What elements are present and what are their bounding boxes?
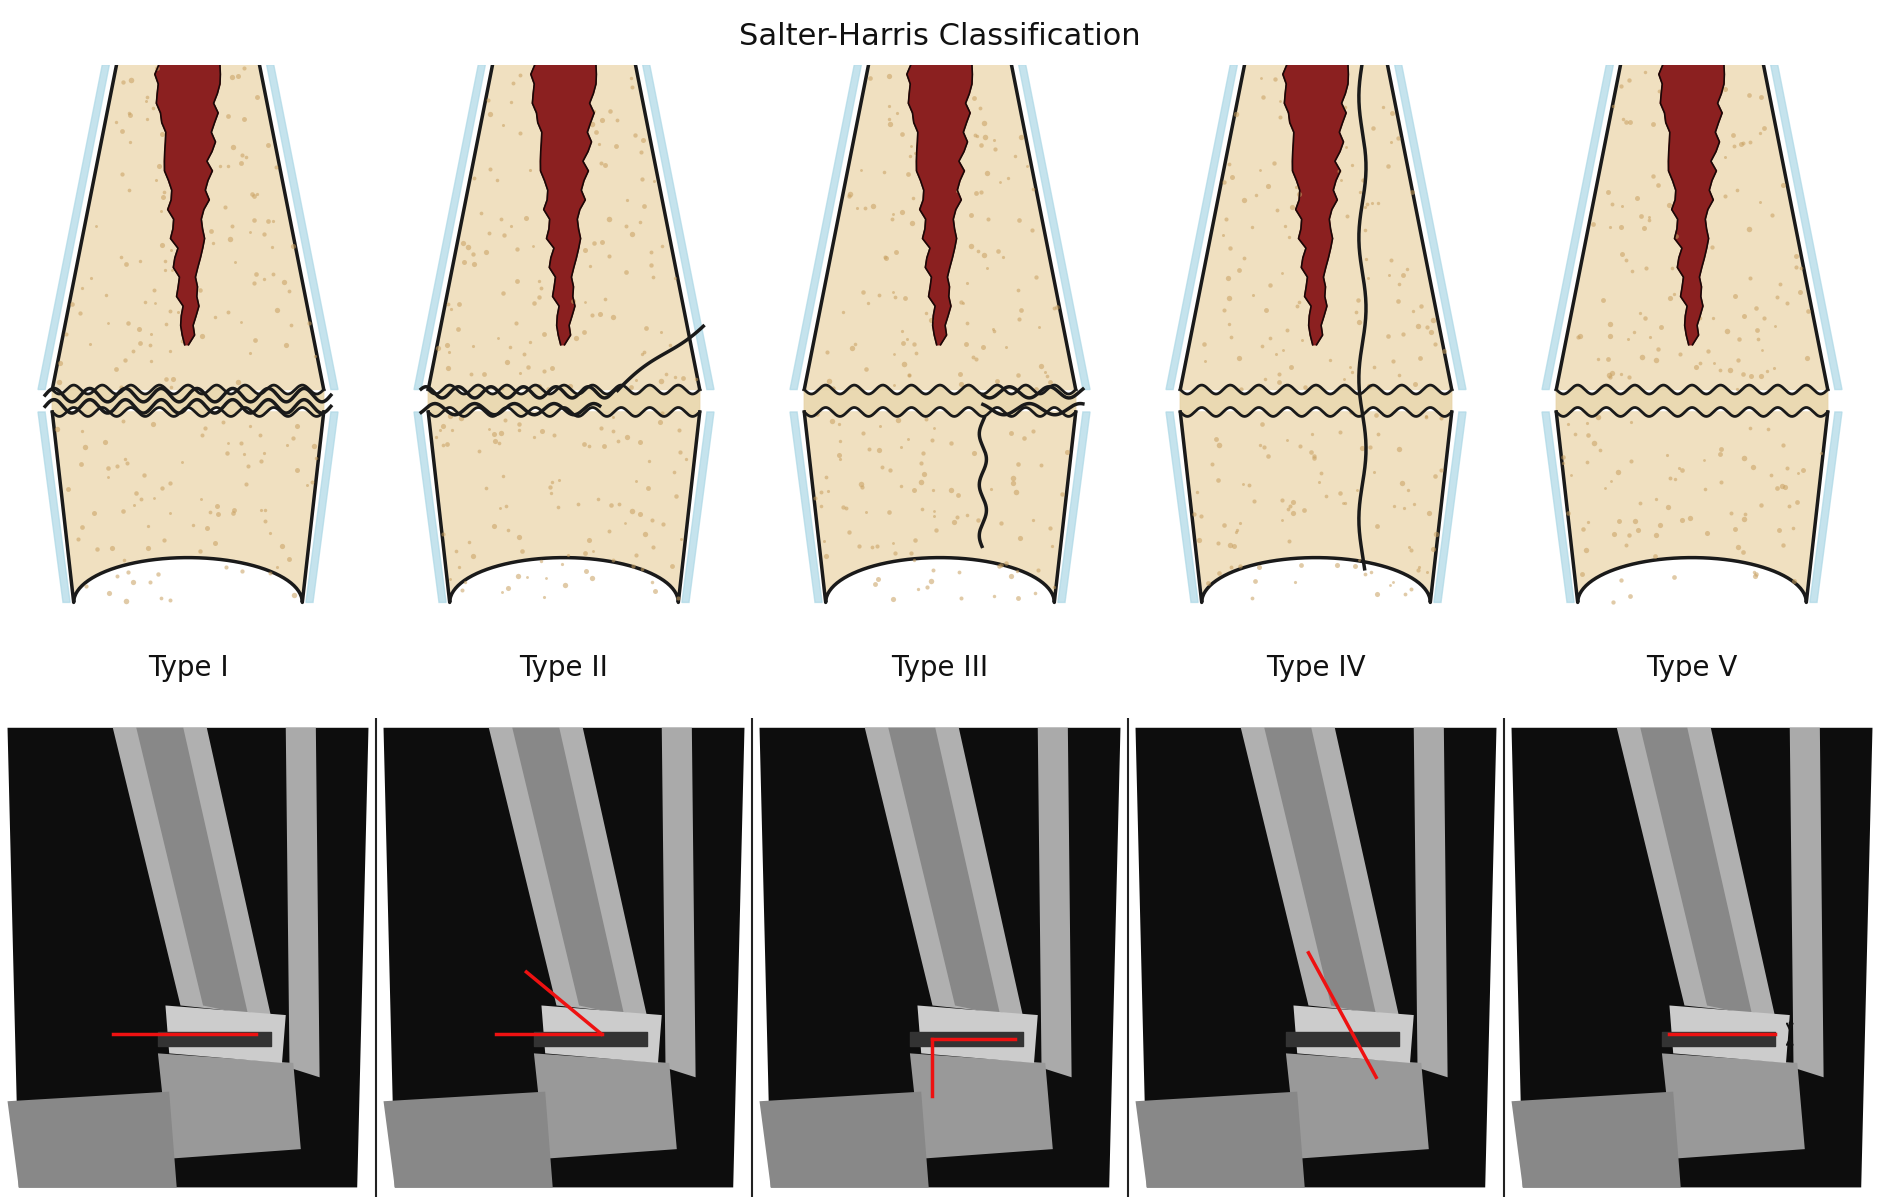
Polygon shape	[1790, 728, 1824, 1077]
Polygon shape	[1395, 65, 1466, 389]
Text: Type V: Type V	[1647, 654, 1737, 682]
Polygon shape	[805, 65, 1075, 389]
Polygon shape	[1542, 65, 1613, 389]
Polygon shape	[906, 65, 972, 345]
Polygon shape	[429, 385, 699, 417]
Polygon shape	[165, 1005, 286, 1063]
Text: Type I: Type I	[149, 654, 227, 682]
Polygon shape	[1434, 412, 1466, 602]
Polygon shape	[53, 412, 323, 602]
Polygon shape	[429, 65, 699, 389]
Polygon shape	[1166, 412, 1198, 602]
Polygon shape	[1286, 1053, 1429, 1159]
Polygon shape	[306, 412, 338, 602]
Polygon shape	[38, 412, 70, 602]
Polygon shape	[1669, 1005, 1790, 1063]
Polygon shape	[760, 1092, 929, 1187]
Polygon shape	[1639, 728, 1752, 1015]
Polygon shape	[158, 1053, 301, 1159]
Polygon shape	[790, 65, 861, 389]
Polygon shape	[8, 728, 368, 1187]
Polygon shape	[1181, 65, 1451, 389]
Polygon shape	[1662, 1053, 1805, 1159]
Polygon shape	[137, 728, 248, 1015]
Polygon shape	[414, 65, 485, 389]
Text: Type III: Type III	[891, 654, 989, 682]
Polygon shape	[1241, 728, 1399, 1015]
Polygon shape	[1542, 412, 1574, 602]
Polygon shape	[1810, 412, 1842, 602]
Polygon shape	[1166, 65, 1237, 389]
Polygon shape	[865, 728, 1023, 1015]
Polygon shape	[662, 728, 696, 1077]
Polygon shape	[384, 728, 744, 1187]
Polygon shape	[1557, 412, 1827, 602]
Polygon shape	[1658, 65, 1724, 345]
Polygon shape	[267, 65, 338, 389]
Polygon shape	[8, 1092, 177, 1187]
Polygon shape	[489, 728, 647, 1015]
Polygon shape	[643, 65, 714, 389]
Polygon shape	[910, 1053, 1053, 1159]
Polygon shape	[1058, 412, 1090, 602]
Polygon shape	[1181, 385, 1451, 417]
Polygon shape	[1617, 728, 1775, 1015]
Polygon shape	[1512, 1092, 1681, 1187]
Polygon shape	[1282, 65, 1348, 345]
Text: Type IV: Type IV	[1267, 654, 1365, 682]
Polygon shape	[511, 728, 624, 1015]
Text: Salter-Harris Classification: Salter-Harris Classification	[739, 22, 1141, 50]
Polygon shape	[1263, 728, 1376, 1015]
Polygon shape	[1038, 728, 1072, 1077]
Polygon shape	[534, 1053, 677, 1159]
Polygon shape	[805, 385, 1075, 417]
Polygon shape	[805, 412, 1075, 602]
Polygon shape	[1512, 728, 1872, 1187]
Polygon shape	[1557, 65, 1827, 389]
Polygon shape	[1181, 412, 1451, 602]
Polygon shape	[1019, 65, 1090, 389]
Polygon shape	[1293, 1005, 1414, 1063]
Polygon shape	[113, 728, 271, 1015]
Polygon shape	[887, 728, 1000, 1015]
Polygon shape	[53, 65, 323, 389]
Polygon shape	[760, 728, 1120, 1187]
Polygon shape	[530, 65, 596, 345]
Polygon shape	[38, 65, 109, 389]
Polygon shape	[154, 65, 220, 345]
Polygon shape	[1136, 728, 1496, 1187]
Polygon shape	[1414, 728, 1448, 1077]
Polygon shape	[1557, 385, 1827, 417]
Text: Type II: Type II	[519, 654, 609, 682]
Polygon shape	[53, 385, 323, 417]
Polygon shape	[682, 412, 714, 602]
Polygon shape	[1771, 65, 1842, 389]
Polygon shape	[917, 1005, 1038, 1063]
Polygon shape	[384, 1092, 553, 1187]
Polygon shape	[541, 1005, 662, 1063]
Polygon shape	[1136, 1092, 1305, 1187]
Polygon shape	[414, 412, 446, 602]
Polygon shape	[429, 412, 699, 602]
Polygon shape	[286, 728, 320, 1077]
Polygon shape	[790, 412, 822, 602]
